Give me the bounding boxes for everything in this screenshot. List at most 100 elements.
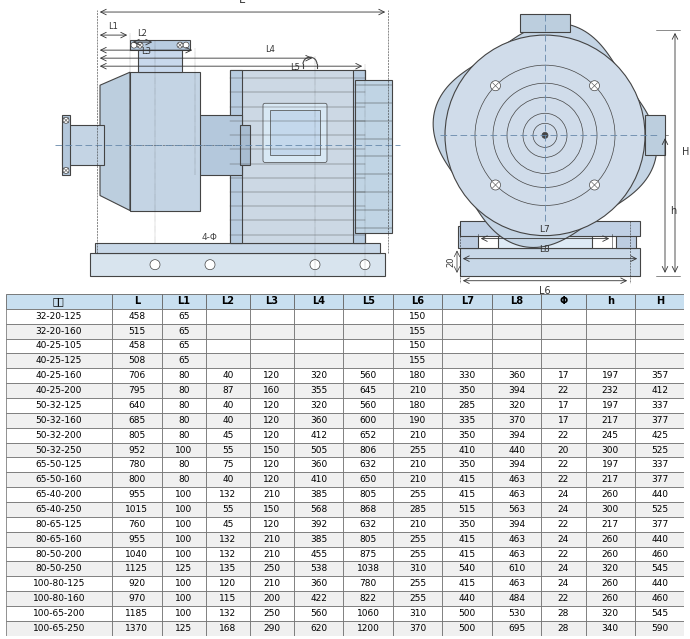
Bar: [161, 413, 206, 427]
Text: 160: 160: [264, 386, 281, 395]
Text: 463: 463: [508, 550, 525, 558]
Bar: [161, 398, 206, 413]
Text: 245: 245: [602, 431, 619, 440]
Text: 80: 80: [178, 431, 189, 440]
Bar: [542, 517, 586, 532]
Text: 132: 132: [219, 609, 237, 618]
Bar: [161, 517, 206, 532]
Text: 168: 168: [219, 624, 237, 633]
Text: 120: 120: [264, 475, 281, 484]
Bar: [270, 111, 320, 155]
Bar: [393, 502, 442, 517]
Text: 415: 415: [459, 475, 475, 484]
Bar: [112, 383, 161, 398]
Text: 32-20-160: 32-20-160: [36, 327, 82, 335]
Bar: [294, 546, 344, 562]
Bar: [206, 383, 250, 398]
Bar: [206, 353, 250, 368]
Bar: [206, 443, 250, 458]
Bar: [344, 324, 393, 339]
Bar: [492, 532, 542, 546]
Circle shape: [183, 42, 189, 48]
Text: 190: 190: [409, 416, 426, 425]
Bar: [542, 546, 586, 562]
Text: 385: 385: [310, 535, 327, 544]
Bar: [112, 576, 161, 591]
Circle shape: [491, 81, 500, 91]
Text: 150: 150: [264, 445, 281, 454]
Bar: [294, 562, 344, 576]
Bar: [635, 591, 684, 606]
Bar: [112, 443, 161, 458]
Text: 392: 392: [310, 520, 327, 529]
Bar: [586, 427, 635, 443]
Bar: [344, 339, 393, 353]
Text: 455: 455: [310, 550, 327, 558]
Bar: [635, 443, 684, 458]
Text: 210: 210: [264, 550, 281, 558]
Bar: [492, 562, 542, 576]
Text: 65-40-250: 65-40-250: [36, 505, 82, 514]
Bar: [492, 517, 542, 532]
Text: L: L: [134, 296, 140, 306]
Text: 100-80-160: 100-80-160: [32, 594, 85, 603]
Bar: [442, 339, 492, 353]
Text: 440: 440: [651, 535, 668, 544]
Bar: [442, 546, 492, 562]
Bar: [542, 353, 586, 368]
Bar: [442, 517, 492, 532]
Text: 20: 20: [446, 256, 455, 267]
Text: 250: 250: [264, 609, 281, 618]
Bar: [250, 443, 294, 458]
Bar: [442, 309, 492, 324]
Bar: [161, 443, 206, 458]
Bar: [250, 413, 294, 427]
Bar: [6, 502, 112, 517]
Text: L1: L1: [177, 296, 190, 306]
Text: 440: 440: [651, 490, 668, 499]
Circle shape: [63, 167, 69, 173]
Text: 80: 80: [178, 386, 189, 395]
Bar: [442, 324, 492, 339]
Text: 1370: 1370: [126, 624, 148, 633]
Bar: [542, 294, 586, 309]
Bar: [250, 398, 294, 413]
Text: 132: 132: [219, 535, 237, 544]
Text: 508: 508: [128, 357, 146, 366]
Bar: [344, 458, 393, 472]
Text: 150: 150: [264, 505, 281, 514]
Bar: [586, 368, 635, 383]
Bar: [492, 472, 542, 487]
Text: 197: 197: [602, 401, 619, 410]
Text: 412: 412: [310, 431, 327, 440]
Bar: [112, 309, 161, 324]
Bar: [161, 472, 206, 487]
Bar: [586, 324, 635, 339]
Bar: [112, 368, 161, 383]
Bar: [161, 562, 206, 576]
Text: 463: 463: [508, 580, 525, 589]
Bar: [294, 383, 344, 398]
Text: 65-50-125: 65-50-125: [35, 460, 82, 470]
Bar: [112, 487, 161, 502]
Bar: [161, 546, 206, 562]
Text: L4: L4: [265, 45, 275, 54]
Text: 422: 422: [310, 594, 327, 603]
Text: 610: 610: [508, 564, 525, 573]
Text: 197: 197: [602, 460, 619, 470]
Text: 458: 458: [128, 312, 146, 321]
Bar: [138, 44, 182, 72]
Text: 197: 197: [602, 371, 619, 380]
Text: 80: 80: [178, 401, 189, 410]
Bar: [442, 502, 492, 517]
Bar: [6, 368, 112, 383]
Text: 563: 563: [508, 505, 525, 514]
Text: 970: 970: [128, 594, 146, 603]
Bar: [542, 591, 586, 606]
Bar: [344, 413, 393, 427]
Bar: [586, 502, 635, 517]
Bar: [344, 398, 393, 413]
Text: 22: 22: [558, 520, 569, 529]
Bar: [635, 546, 684, 562]
Text: 17: 17: [558, 401, 569, 410]
